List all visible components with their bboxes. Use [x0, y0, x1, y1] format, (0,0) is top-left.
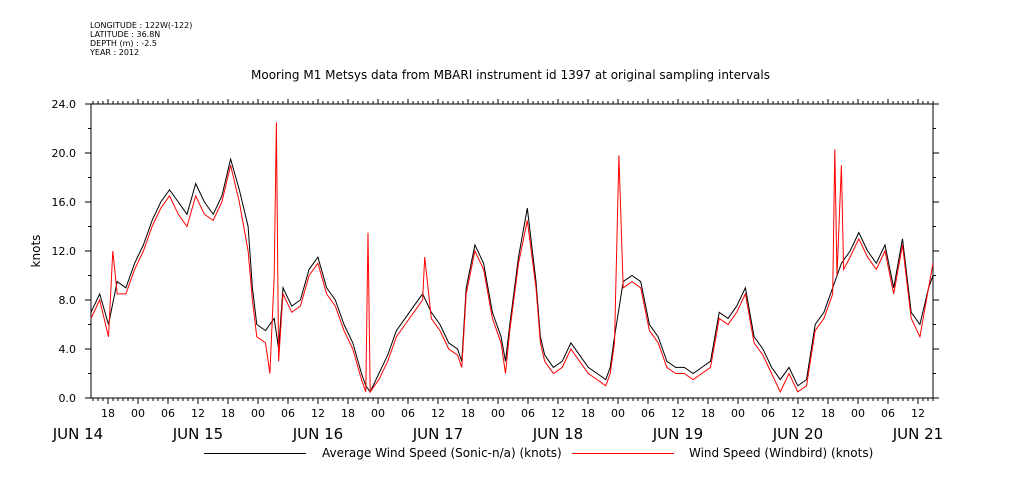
meta-longitude: LONGITUDE : 122W(-122) — [90, 21, 193, 30]
day-label: JUN 16 — [292, 425, 343, 443]
day-label: JUN 20 — [772, 425, 823, 443]
x-tick-label: 12 — [791, 407, 805, 420]
x-tick-label: 12 — [311, 407, 325, 420]
day-label: JUN 19 — [652, 425, 703, 443]
day-label: JUN 15 — [172, 425, 223, 443]
x-tick-label: 12 — [551, 407, 565, 420]
day-label: JUN 21 — [892, 425, 943, 443]
day-label: JUN 18 — [532, 425, 583, 443]
x-tick-label: 12 — [671, 407, 685, 420]
chart-title: Mooring M1 Metsys data from MBARI instru… — [251, 68, 770, 82]
x-tick-label: 06 — [761, 407, 775, 420]
series-line-windbird — [90, 122, 934, 394]
metadata-block: LONGITUDE : 122W(-122) LATITUDE : 36.8N … — [90, 21, 192, 57]
x-tick-label: 06 — [521, 407, 535, 420]
x-tick-label: 00 — [251, 407, 265, 420]
x-tick-label: 18 — [221, 407, 235, 420]
x-tick-label: 12 — [911, 407, 925, 420]
plot-frame — [90, 103, 934, 399]
x-tick-label: 18 — [101, 407, 115, 420]
x-tick-label: 18 — [461, 407, 475, 420]
x-tick-label: 00 — [731, 407, 745, 420]
x-tick-label: 18 — [581, 407, 595, 420]
y-tick-label: 16.0 — [52, 196, 77, 209]
x-tick-label: 12 — [191, 407, 205, 420]
legend-red-swatch — [572, 453, 674, 454]
meta-year: YEAR : 2012 — [90, 48, 140, 57]
x-tick-label: 06 — [161, 407, 175, 420]
x-tick-label: 18 — [821, 407, 835, 420]
x-tick-label: 18 — [341, 407, 355, 420]
day-label: JUN 14 — [52, 425, 103, 443]
legend-black-swatch — [204, 453, 306, 454]
x-tick-label: 06 — [281, 407, 295, 420]
meta-depth: DEPTH (m) : -2.5 — [90, 39, 157, 48]
x-tick-label: 00 — [131, 407, 145, 420]
series-line-sonic — [90, 157, 934, 393]
x-tick-label: 18 — [701, 407, 715, 420]
x-tick-label: 00 — [491, 407, 505, 420]
x-tick-label: 00 — [851, 407, 865, 420]
legend-red-label: Wind Speed (Windbird) (knots) — [689, 446, 874, 460]
x-tick-label: 06 — [641, 407, 655, 420]
y-tick-label: 24.0 — [52, 98, 77, 111]
x-tick-label: 00 — [371, 407, 385, 420]
y-tick-label: 8.0 — [59, 294, 77, 307]
y-tick-label: 4.0 — [59, 343, 77, 356]
y-tick-label: 20.0 — [52, 147, 77, 160]
y-tick-label: 0.0 — [59, 392, 77, 405]
meta-latitude: LATITUDE : 36.8N — [90, 30, 161, 39]
day-label: JUN 17 — [412, 425, 463, 443]
x-tick-label: 06 — [401, 407, 415, 420]
x-tick-label: 00 — [611, 407, 625, 420]
legend-black-label: Average Wind Speed (Sonic-n/a) (knots) — [322, 446, 562, 460]
x-tick-label: 06 — [881, 407, 895, 420]
x-tick-label: 12 — [431, 407, 445, 420]
y-axis-label: knots — [29, 235, 43, 268]
y-tick-label: 12.0 — [52, 245, 77, 258]
